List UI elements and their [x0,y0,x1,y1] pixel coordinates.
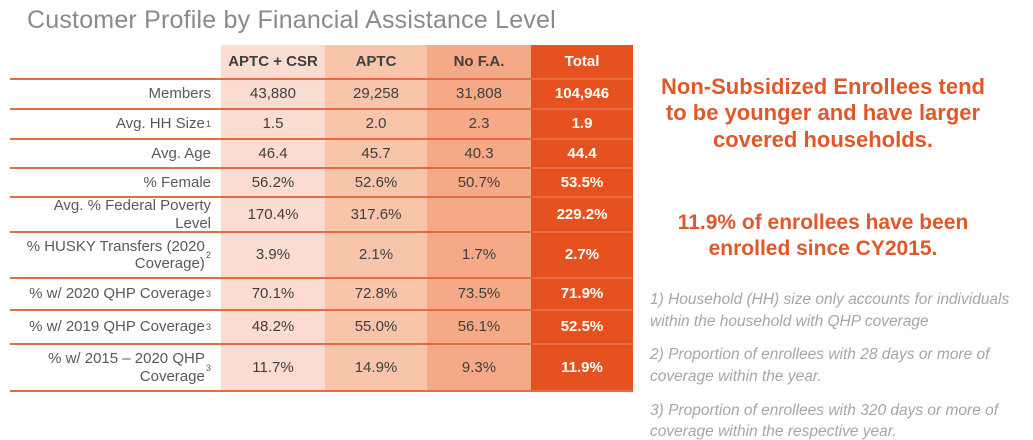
table-cell: 11.7% [221,345,325,392]
table-cell: 11.9% [531,345,633,392]
table-cell: 50.7% [427,169,531,198]
table-cell: 170.4% [221,198,325,233]
table-cell: 71.9% [531,279,633,311]
table-cell: 9.3% [427,345,531,392]
table-cell: 1.5 [221,110,325,140]
column-header-no-f-a-: No F.A. [427,45,531,80]
table-cell: 31,808 [427,80,531,110]
table-cell: 52.6% [325,169,427,198]
row-label: Avg. HH Size 1 [10,110,221,140]
row-label: % Female [10,169,221,198]
table-cell: 229.2% [531,198,633,233]
table-cell: 2.1% [325,233,427,279]
column-header-aptc: APTC [325,45,427,80]
row-label: Avg. Age [10,140,221,169]
table-cell: 72.8% [325,279,427,311]
page-title: Customer Profile by Financial Assistance… [27,6,556,34]
table-cell: 104,946 [531,80,633,110]
table-cell: 2.7% [531,233,633,279]
table-cell: 56.2% [221,169,325,198]
table-cell: 44.4 [531,140,633,169]
footnote-3: 3) Proportion of enrollees with 320 days… [650,401,999,440]
table-cell: 55.0% [325,311,427,345]
row-label: % w/ 2015 – 2020 QHP Coverage 3 [10,345,221,392]
table-corner-cell [10,45,221,80]
table-cell: 70.1% [221,279,325,311]
table-cell: 3.9% [221,233,325,279]
table-cell: 48.2% [221,311,325,345]
column-header-total: Total [531,45,633,80]
table-cell: 40.3 [427,140,531,169]
table-cell: 1.7% [427,233,531,279]
footnote-1: 1) Household (HH) size only accounts for… [650,291,1010,330]
table-cell: 56.1% [427,311,531,345]
table-cell: 52.5% [531,311,633,345]
table-cell: 73.5% [427,279,531,311]
callout-primary: Non-Subsidized Enrollees tend to be youn… [661,74,985,152]
table-cell: 53.5% [531,169,633,198]
row-label: % w/ 2019 QHP Coverage 3 [10,311,221,345]
table-cell: 46.4 [221,140,325,169]
table-cell: 45.7 [325,140,427,169]
table-cell: 2.0 [325,110,427,140]
row-label: Members [10,80,221,110]
table-cell: 29,258 [325,80,427,110]
table-cell: 317.6% [325,198,427,233]
column-header-aptc-csr: APTC + CSR [221,45,325,80]
row-label: % w/ 2020 QHP Coverage 3 [10,279,221,311]
row-label: % HUSKY Transfers (2020 Coverage) 2 [10,233,221,279]
table-cell [427,198,531,233]
table-cell: 14.9% [325,345,427,392]
callout-secondary: 11.9% of enrollees have been enrolled si… [677,211,969,260]
row-label: Avg. % Federal Poverty Level [10,197,221,233]
footnotes: 1) Household (HH) size only accounts for… [650,289,1033,440]
table-cell: 43,880 [221,80,325,110]
table-cell: 1.9 [531,110,633,140]
table-cell: 2.3 [427,110,531,140]
profile-table: APTC + CSR APTC No F.A. Total Members 43,880 2… [10,45,633,392]
footnote-2: 2) Proportion of enrollees with 28 days … [650,346,990,386]
